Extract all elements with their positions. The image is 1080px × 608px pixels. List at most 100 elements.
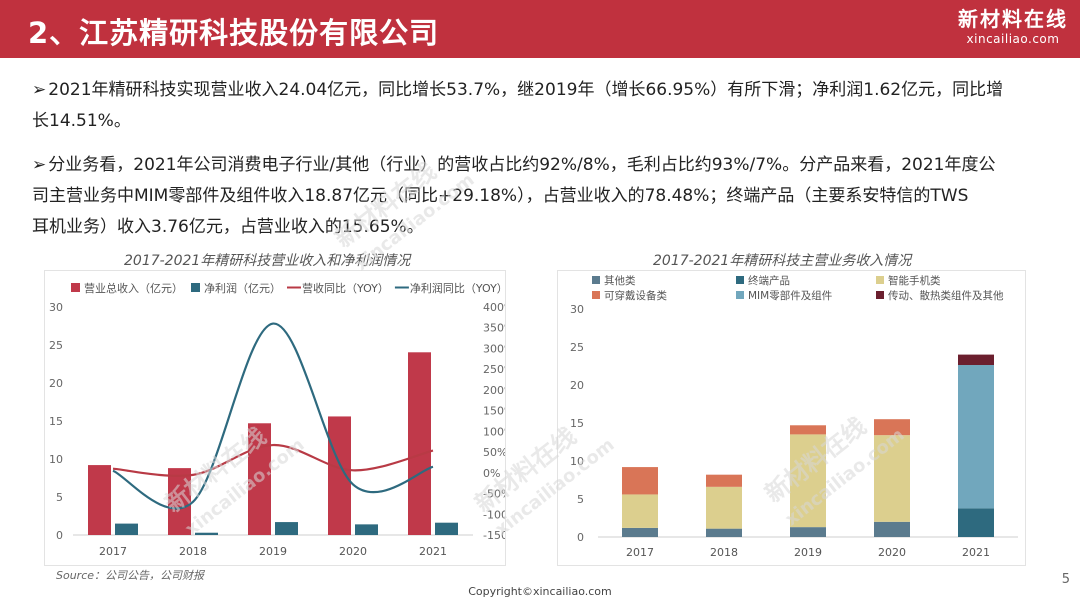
chart-right-panel: 0 5 10 15 20 25 30 2017 2018 2019 2020 2021 其他类 终端产品 智… xyxy=(557,270,1026,566)
y-tick-left: 5 xyxy=(56,491,63,504)
y-tick-right: 100% xyxy=(483,425,505,438)
chart-right-title: 2017-2021年精研科技主营业务收入情况 xyxy=(653,253,912,269)
stacked-bar-segment xyxy=(874,419,910,436)
paragraph-business: ➢ 分业务看，2021年公司消费电子行业/其他（行业）的营收占比约92%/8%，毛… xyxy=(32,150,1050,243)
x-tick-label: 2021 xyxy=(419,545,447,558)
x-tick-label: 2019 xyxy=(794,546,822,559)
y-tick-right: 150% xyxy=(483,405,505,418)
legend-swatch xyxy=(592,276,600,284)
y-tick: 5 xyxy=(577,493,584,506)
x-tick-label: 2020 xyxy=(339,545,367,558)
bar-net-profit xyxy=(115,523,138,535)
line-revenue-yoy xyxy=(112,443,434,477)
y-tick-left: 30 xyxy=(49,301,63,314)
bar-net-profit xyxy=(275,522,298,535)
logo-main-text: 新材料在线 xyxy=(958,7,1068,31)
y-tick-right: 350% xyxy=(483,322,505,335)
chart-left-panel: 051015202530-150%-100%-50%0%50%100%150%2… xyxy=(44,270,518,566)
stacked-bar-segment xyxy=(790,425,826,435)
x-tick-label: 2019 xyxy=(259,545,287,558)
brand-logo: 新材料在线 xincailiao.com xyxy=(958,6,1068,46)
bar-revenue xyxy=(88,465,111,535)
stacked-bar-segment xyxy=(874,435,910,522)
paragraph-line: 2021年精研科技实现营业收入24.04亿元，同比增长53.7%，继2019年（… xyxy=(48,80,1004,100)
stacked-bar-segment xyxy=(706,528,742,537)
y-tick-left: 20 xyxy=(49,377,63,390)
paragraph-line: 耳机业务）收入3.76亿元，占营业收入的15.65%。 xyxy=(32,217,424,237)
y-tick-right: -50% xyxy=(483,488,505,501)
bar-revenue xyxy=(328,416,351,535)
legend-label: 净利润（亿元） xyxy=(204,281,281,295)
stacked-bar-segment xyxy=(790,527,826,537)
copyright-text: Copyright©xincailiao.com xyxy=(468,585,612,598)
legend-label: 可穿戴设备类 xyxy=(604,289,667,302)
stacked-bar-segment xyxy=(790,434,826,528)
stacked-bar-segment xyxy=(622,527,658,537)
x-tick-label: 2017 xyxy=(626,546,654,559)
legend-label: 其他类 xyxy=(604,274,636,287)
legend-label: 营业总收入（亿元） xyxy=(84,281,183,295)
legend-label: 营收同比（YOY） xyxy=(302,281,389,295)
paragraph-line: 司主营业务中MIM零部件及组件收入18.87亿元（同比+29.18%），占营业收… xyxy=(32,186,969,206)
stacked-bar-segment xyxy=(622,467,658,495)
chart-left-svg: 051015202530-150%-100%-50%0%50%100%150%2… xyxy=(49,281,518,558)
y-tick: 15 xyxy=(570,417,584,430)
stacked-bar-segment xyxy=(958,354,994,366)
y-tick: 0 xyxy=(577,531,584,544)
bar-net-profit xyxy=(435,522,458,535)
y-tick-left: 25 xyxy=(49,339,63,352)
bar-revenue xyxy=(408,352,431,535)
y-tick-right: 0% xyxy=(483,467,500,480)
y-tick-right: 200% xyxy=(483,384,505,397)
stacked-bar-segment xyxy=(874,521,910,537)
legend-label: 传动、散热类组件及其他 xyxy=(888,289,1004,302)
bar-revenue xyxy=(248,423,271,535)
x-tick-label: 2017 xyxy=(99,545,127,558)
x-tick-label: 2021 xyxy=(962,546,990,559)
y-tick-right: 50% xyxy=(483,446,505,459)
header-bar: 2、江苏精研科技股份有限公司 新材料在线 xincailiao.com xyxy=(0,0,1080,58)
y-tick-left: 15 xyxy=(49,415,63,428)
y-tick: 25 xyxy=(570,341,584,354)
stacked-bar-segment xyxy=(622,494,658,528)
stacked-bar-segment xyxy=(706,474,742,487)
legend-label: 智能手机类 xyxy=(888,274,941,287)
bar-net-profit xyxy=(355,524,378,535)
legend-swatch xyxy=(876,276,884,284)
y-tick: 20 xyxy=(570,379,584,392)
chart-source-note: Source：公司公告，公司财报 xyxy=(56,569,205,582)
y-tick-right: 400% xyxy=(483,301,505,314)
y-tick: 10 xyxy=(570,455,584,468)
page-number: 5 xyxy=(1061,572,1070,587)
stacked-bar-segment xyxy=(706,486,742,529)
chart-right-svg: 0 5 10 15 20 25 30 2017 2018 2019 2020 2021 其他类 终端产品 智… xyxy=(570,274,1018,559)
bullet-arrow-icon: ➢ xyxy=(32,155,47,175)
x-tick-label: 2018 xyxy=(710,546,738,559)
y-tick-right: 250% xyxy=(483,363,505,376)
y-tick-right: 300% xyxy=(483,342,505,355)
x-tick-label: 2020 xyxy=(878,546,906,559)
logo-sub-text: xincailiao.com xyxy=(966,32,1060,46)
legend-swatch xyxy=(71,283,80,292)
bar-net-profit xyxy=(195,532,218,535)
paragraph-revenue: ➢ 2021年精研科技实现营业收入24.04亿元，同比增长53.7%，继2019年… xyxy=(32,75,1050,137)
y-tick-left: 10 xyxy=(49,453,63,466)
y-tick: 30 xyxy=(570,303,584,316)
line-profit-yoy xyxy=(112,322,434,510)
page-title: 2、江苏精研科技股份有限公司 xyxy=(28,16,440,50)
stacked-bar-segment xyxy=(958,365,994,509)
legend-swatch xyxy=(592,291,600,299)
x-tick-label: 2018 xyxy=(179,545,207,558)
legend-label: 净利润同比（YOY） xyxy=(410,281,505,295)
y-tick-left: 0 xyxy=(56,529,63,542)
paragraph-line: 分业务看，2021年公司消费电子行业/其他（行业）的营收占比约92%/8%，毛利… xyxy=(48,155,996,175)
legend-label: 终端产品 xyxy=(748,274,790,287)
legend-label: MIM零部件及组件 xyxy=(748,289,832,302)
legend-swatch xyxy=(736,276,744,284)
legend-swatch xyxy=(191,283,200,292)
chart-left-title: 2017-2021年精研科技营业收入和净利润情况 xyxy=(124,253,411,269)
stacked-bar-segment xyxy=(958,508,994,537)
legend-swatch xyxy=(876,291,884,299)
bar-revenue xyxy=(168,468,191,535)
paragraph-line: 长14.51%。 xyxy=(32,111,131,131)
